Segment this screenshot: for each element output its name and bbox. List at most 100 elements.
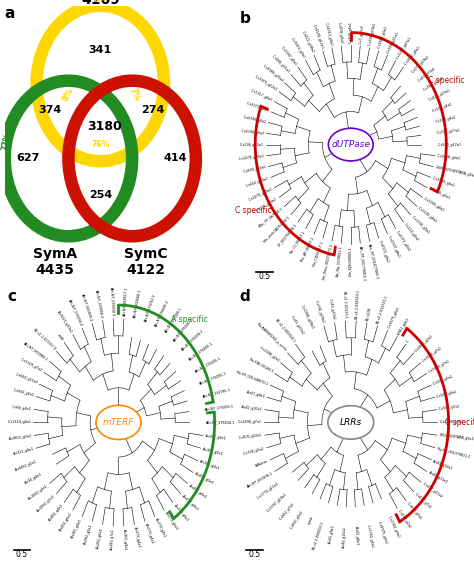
Text: C-s890_g33a1: C-s890_g33a1 (243, 165, 267, 175)
Text: C-s408_g4a1: C-s408_g4a1 (349, 21, 353, 43)
Text: C-s2682_g6a1: C-s2682_g6a1 (403, 45, 421, 66)
Text: Ath-NP_176034.4: Ath-NP_176034.4 (67, 299, 83, 327)
Text: A-s42_g8a1: A-s42_g8a1 (355, 526, 360, 545)
Text: A-s42_g10a1: A-s42_g10a1 (241, 405, 263, 412)
Text: 77%: 77% (1, 132, 13, 151)
Text: B1-s108: B1-s108 (365, 306, 372, 321)
Text: B1-s1.2.000000.1: B1-s1.2.000000.1 (273, 318, 296, 344)
Text: C-s41_g20a1: C-s41_g20a1 (328, 298, 336, 321)
Text: SymA: SymA (33, 247, 77, 261)
Text: A-s379_g6a1: A-s379_g6a1 (173, 503, 189, 522)
Text: C-s437_g7a1: C-s437_g7a1 (414, 492, 433, 510)
Text: C-s381_g29a1: C-s381_g29a1 (314, 300, 325, 324)
Text: Rat_Bp_0370651.1: Rat_Bp_0370651.1 (336, 246, 343, 277)
Text: C-s4394_g5a1: C-s4394_g5a1 (243, 115, 267, 124)
Text: C-s486_g21a1: C-s486_g21a1 (271, 54, 291, 74)
Text: C-s905_g7a1: C-s905_g7a1 (438, 405, 461, 412)
Text: C-s500_g17a1: C-s500_g17a1 (438, 142, 461, 147)
Text: Ath-NP_176465.1: Ath-NP_176465.1 (188, 341, 214, 362)
Text: C-s4313_g9a1: C-s4313_g9a1 (324, 22, 333, 46)
Text: C-s3679_g4a1: C-s3679_g4a1 (387, 306, 401, 329)
Text: Dre_KJSG30085.1: Dre_KJSG30085.1 (349, 246, 353, 276)
Text: Ath-NP_199456.2: Ath-NP_199456.2 (95, 289, 104, 318)
Text: C-s2461_g2a1: C-s2461_g2a1 (414, 333, 434, 353)
Text: A-s282_g4a1: A-s282_g4a1 (71, 518, 83, 539)
Text: 274: 274 (141, 105, 164, 115)
Text: A-s47_g9a1: A-s47_g9a1 (246, 390, 265, 399)
Text: C-s1587_g5a1: C-s1587_g5a1 (280, 45, 298, 66)
Text: 9%: 9% (116, 228, 130, 239)
Text: B1-s1.2.000003.1: B1-s1.2.000003.1 (312, 521, 325, 551)
Text: C-s1774_g11a1: C-s1774_g11a1 (257, 482, 280, 501)
Text: 3180: 3180 (88, 120, 122, 133)
Text: C-s64_g4a1: C-s64_g4a1 (12, 405, 32, 411)
Text: C-s422_g38a2: C-s422_g38a2 (301, 31, 315, 54)
Text: A-s379_g4a1: A-s379_g4a1 (154, 518, 166, 539)
Text: A-s42_g9a1: A-s42_g9a1 (328, 524, 336, 544)
Ellipse shape (328, 128, 373, 161)
Text: C-s559_g8a1: C-s559_g8a1 (436, 389, 458, 399)
Text: C-s1490_g7a1: C-s1490_g7a1 (238, 420, 262, 425)
Text: 9%: 9% (71, 228, 85, 239)
Text: 0.5: 0.5 (249, 550, 261, 559)
Text: C-s1006_g4a1: C-s1006_g4a1 (437, 154, 461, 160)
Text: 10%: 10% (155, 215, 173, 235)
Text: b: b (239, 11, 250, 26)
Text: 4169: 4169 (81, 0, 119, 7)
Text: 7%: 7% (128, 86, 142, 103)
Ellipse shape (328, 406, 374, 439)
Text: c: c (7, 289, 16, 304)
Text: Ath-NP_565830.1: Ath-NP_565830.1 (246, 471, 274, 488)
Text: A-s491_g5a1: A-s491_g5a1 (194, 472, 215, 486)
Text: C-s338_g5a2: C-s338_g5a2 (243, 446, 265, 456)
Text: C-s4372_g9a1: C-s4372_g9a1 (377, 240, 389, 264)
Text: C-s41_g20a2: C-s41_g20a2 (290, 315, 305, 336)
Text: A-s275_g4a1: A-s275_g4a1 (133, 527, 141, 548)
Ellipse shape (96, 405, 141, 439)
Text: C-s4372_g4a1: C-s4372_g4a1 (246, 101, 270, 113)
Text: C-: C- (406, 338, 411, 344)
Text: Phe_AP_00637.1: Phe_AP_00637.1 (299, 235, 315, 262)
Text: C-s2476_g30a1: C-s2476_g30a1 (248, 187, 273, 202)
Text: C-s1608_g3a2: C-s1608_g3a2 (377, 26, 389, 49)
Text: 414: 414 (164, 154, 187, 163)
Text: A-s42_g10a2: A-s42_g10a2 (342, 526, 347, 548)
Text: 76%: 76% (91, 140, 109, 149)
Text: C-s425_g14a1: C-s425_g14a1 (239, 433, 263, 441)
Text: C-s1005_g4a1: C-s1005_g4a1 (423, 197, 446, 213)
Text: C-s437_g11a2: C-s437_g11a2 (421, 482, 443, 499)
Text: C-s1105_g6a1: C-s1105_g6a1 (417, 206, 438, 225)
Text: 14%: 14% (27, 215, 46, 235)
Text: A-s402_g6a1: A-s402_g6a1 (59, 511, 73, 531)
Text: C specific: C specific (428, 75, 464, 84)
Text: C-s110_g4a2: C-s110_g4a2 (403, 223, 420, 242)
Text: XP_002764528.1: XP_002764528.1 (277, 223, 298, 247)
Text: C-s1362_g5a1: C-s1362_g5a1 (365, 524, 374, 548)
Text: LRRs: LRRs (340, 418, 362, 427)
Text: A-s379_g5a1: A-s379_g5a1 (164, 511, 178, 531)
Text: C-s664_g11a2: C-s664_g11a2 (15, 373, 38, 385)
Text: d: d (239, 289, 250, 304)
Text: A-s279_g4a1: A-s279_g4a1 (144, 523, 154, 545)
Text: C-s437_g5a1: C-s437_g5a1 (406, 501, 423, 521)
Text: C-s1998_g2a1: C-s1998_g2a1 (258, 346, 280, 363)
Text: C-s7_g33a1: C-s7_g33a1 (358, 24, 365, 44)
Text: A-s107_g4a1: A-s107_g4a1 (199, 460, 220, 471)
Text: A-s1060_g4a1: A-s1060_g4a1 (27, 483, 49, 501)
Text: 254: 254 (89, 189, 112, 200)
Text: C-s4394_g5a2: C-s4394_g5a2 (241, 129, 265, 135)
Text: A-s34_g4a1: A-s34_g4a1 (24, 472, 43, 485)
Text: C-s179_g29a1: C-s179_g29a1 (410, 54, 430, 74)
Text: C-s437_g2a1: C-s437_g2a1 (397, 509, 412, 530)
Text: C-s4140_g12a1: C-s4140_g12a1 (311, 23, 324, 49)
Text: C-s408_g4a2: C-s408_g4a2 (337, 22, 343, 44)
Text: A-s282_g7a1: A-s282_g7a1 (109, 528, 115, 550)
Text: Ath-NP_176034.1: Ath-NP_176034.1 (206, 420, 235, 425)
Text: Ath-NP_176045.1: Ath-NP_176045.1 (173, 316, 194, 342)
Text: C-s4196_g7a1: C-s4196_g7a1 (439, 420, 464, 425)
Text: 15060423189TARA_g5a1: 15060423189TARA_g5a1 (435, 165, 474, 179)
Text: 72%: 72% (188, 132, 200, 151)
Text: 627: 627 (16, 154, 39, 163)
Text: C-s1105_g5a1: C-s1105_g5a1 (410, 215, 430, 235)
Text: C-s791_g17a1: C-s791_g17a1 (437, 129, 461, 135)
